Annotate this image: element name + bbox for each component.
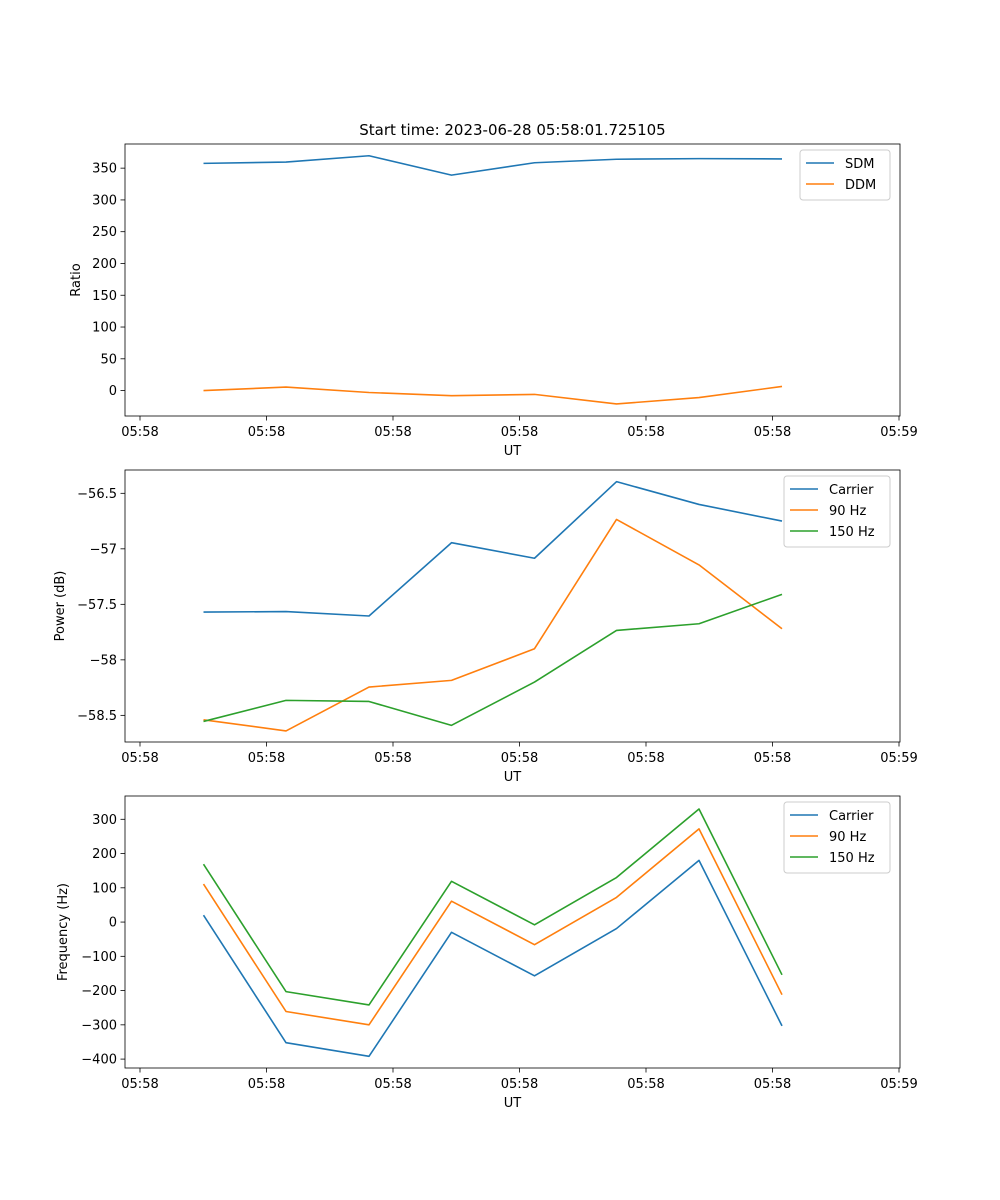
y-tick-label: −56.5	[77, 487, 117, 502]
y-tick-label: 300	[92, 813, 117, 828]
x-tick-label: 05:58	[121, 751, 158, 766]
x-tick-label: 05:59	[880, 425, 917, 440]
x-axis-label: UT	[504, 444, 522, 459]
x-axis-label: UT	[504, 770, 522, 785]
y-tick-label: −58	[90, 653, 117, 668]
x-tick-label: 05:58	[121, 1077, 158, 1092]
x-tick-label: 05:58	[374, 425, 411, 440]
axes-frame	[124, 469, 901, 743]
legend-label: Carrier	[829, 809, 874, 824]
legend-label: Carrier	[829, 483, 874, 498]
legend-box	[783, 475, 891, 548]
legend-box	[783, 801, 891, 874]
x-tick-label: 05:58	[754, 425, 791, 440]
y-tick-label: 300	[92, 193, 117, 208]
y-tick-label: 0	[109, 384, 117, 399]
x-tick-label: 05:58	[374, 751, 411, 766]
y-tick-label: 0	[109, 916, 117, 931]
y-tick-label: 200	[92, 257, 117, 272]
legend-label: 150 Hz	[829, 851, 875, 866]
series-line-90-hz	[203, 518, 783, 732]
x-tick-label: 05:58	[627, 1077, 664, 1092]
x-tick-label: 05:58	[248, 1077, 285, 1092]
y-tick-label: 50	[100, 352, 117, 367]
x-tick-label: 05:58	[627, 425, 664, 440]
legend: Carrier 90 Hz 150 Hz	[783, 801, 891, 874]
legend: SDM DDM	[799, 149, 891, 201]
y-tick-label: 100	[92, 881, 117, 896]
y-tick-label: 150	[92, 289, 117, 304]
y-tick-label: 100	[92, 321, 117, 336]
y-axis-label: Frequency (Hz)	[56, 883, 71, 981]
x-tick-label: 05:58	[501, 751, 538, 766]
x-tick-label: 05:58	[754, 1077, 791, 1092]
x-tick-label: 05:58	[121, 425, 158, 440]
figure-title: Start time: 2023-06-28 05:58:01.725105	[359, 121, 665, 139]
legend: Carrier 90 Hz 150 Hz	[783, 475, 891, 548]
series-line-150-hz	[203, 593, 783, 727]
y-tick-label: −58.5	[77, 709, 117, 724]
x-tick-label: 05:58	[374, 1077, 411, 1092]
series-line-sdm	[203, 154, 783, 176]
x-tick-label: 05:59	[880, 1077, 917, 1092]
y-axis-label: Ratio	[69, 263, 84, 296]
series-line-90-hz	[202, 828, 783, 1026]
chart-panel-1: 05:58 05:58 05:58 05:58 05:58 05:58 05:59 0 50 10…	[69, 143, 918, 459]
y-axis-label: Power (dB)	[53, 571, 68, 642]
y-tick-label: 250	[92, 225, 117, 240]
legend-label: 90 Hz	[829, 830, 866, 845]
series-line-ddm	[203, 385, 783, 405]
legend-label: SDM	[845, 157, 874, 172]
x-tick-label: 05:58	[248, 751, 285, 766]
y-tick-label: −400	[81, 1053, 117, 1068]
x-tick-label: 05:58	[248, 425, 285, 440]
y-tick-label: −300	[81, 1018, 117, 1033]
legend-label: 90 Hz	[829, 504, 866, 519]
y-tick-label: 350	[92, 162, 117, 177]
axes-frame	[124, 795, 901, 1069]
x-axis-label: UT	[504, 1096, 522, 1111]
y-tick-label: 200	[92, 847, 117, 862]
series-line-carrier	[202, 859, 783, 1058]
y-tick-label: −57.5	[77, 598, 117, 613]
x-tick-label: 05:59	[880, 751, 917, 766]
x-tick-label: 05:58	[501, 425, 538, 440]
x-tick-label: 05:58	[627, 751, 664, 766]
y-tick-label: −200	[81, 984, 117, 999]
chart-panel-2: 05:58 05:58 05:58 05:58 05:58 05:58 05:59 −58.5…	[53, 469, 918, 785]
legend-label: 150 Hz	[829, 525, 875, 540]
series-line-150-hz	[202, 808, 783, 1006]
x-tick-label: 05:58	[754, 751, 791, 766]
axes-frame	[124, 143, 901, 417]
y-tick-label: −100	[81, 950, 117, 965]
legend-label: DDM	[845, 178, 876, 193]
series-line-carrier	[203, 480, 783, 617]
y-tick-label: −57	[90, 542, 117, 557]
chart-panel-3: 05:58 05:58 05:58 05:58 05:58 05:58 05:59 −400 −…	[56, 795, 918, 1111]
x-tick-label: 05:58	[501, 1077, 538, 1092]
